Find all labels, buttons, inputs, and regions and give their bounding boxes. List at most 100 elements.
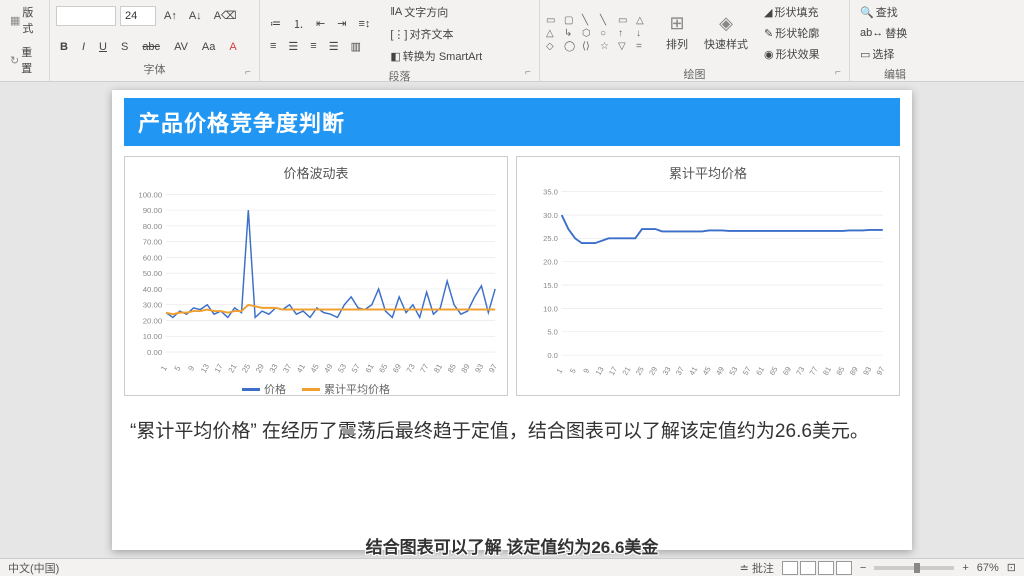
zoom-slider[interactable]: [874, 566, 954, 570]
slides-group: ▦ 版式 ↻ 重置 ▭ 节 灯片: [0, 0, 50, 81]
line-spacing-icon[interactable]: ≡↕: [354, 14, 374, 34]
ribbon: ▦ 版式 ↻ 重置 ▭ 节 灯片 24 A↑ A↓ A⌫ B I U S abc…: [0, 0, 1024, 82]
svg-text:93: 93: [473, 362, 485, 374]
arrange-button[interactable]: 排列: [662, 34, 692, 54]
fit-to-window-icon[interactable]: ⊡: [1007, 561, 1016, 574]
draw-dialog-launcher[interactable]: ⌐: [835, 67, 847, 79]
svg-text:65: 65: [768, 365, 780, 376]
decrease-font-icon[interactable]: A↓: [185, 8, 206, 24]
svg-text:1: 1: [555, 367, 565, 375]
svg-text:50.00: 50.00: [143, 269, 163, 278]
svg-text:41: 41: [687, 365, 699, 376]
change-case-button[interactable]: Aa: [198, 39, 219, 55]
slide-body-text: “累计平均价格” 在经历了震荡后最终趋于定值，结合图表可以了解该定值约为26.6…: [124, 414, 900, 450]
select-button[interactable]: ▭ 选择: [856, 44, 898, 64]
svg-text:33: 33: [268, 362, 280, 374]
font-size-select[interactable]: 24: [120, 6, 156, 26]
reset-button[interactable]: ↻ 重置: [6, 42, 43, 78]
status-bar: 中文(中国) ≐ 批注 − + 67% ⊡: [0, 558, 1024, 576]
svg-text:5: 5: [568, 367, 578, 375]
drawing-group: ▭▢╲╲▭△ △↳⬡○↑↓ ◇◯⟨⟩☆▽= ⊞ 排列 ◈ 快速样式 ◢ 形状填充…: [540, 0, 850, 81]
shape-effects-button[interactable]: ◉ 形状效果: [760, 44, 824, 64]
svg-text:65: 65: [377, 362, 389, 374]
smartart-button[interactable]: ◧ 转换为 SmartArt: [386, 46, 486, 66]
strike-button[interactable]: abc: [138, 39, 164, 55]
svg-text:70.00: 70.00: [143, 238, 163, 247]
svg-text:89: 89: [848, 365, 860, 376]
para-dialog-launcher[interactable]: ⌐: [525, 67, 537, 79]
svg-text:97: 97: [487, 362, 499, 374]
zoom-out-icon[interactable]: −: [860, 562, 866, 574]
shadow-button[interactable]: S: [117, 39, 132, 55]
reading-view-icon[interactable]: [818, 561, 834, 575]
notes-button[interactable]: ≐ 批注: [740, 560, 774, 576]
bullets-icon[interactable]: ≔: [266, 14, 285, 34]
columns-icon[interactable]: ▥: [347, 38, 365, 55]
svg-text:25.0: 25.0: [543, 234, 558, 243]
svg-text:9: 9: [186, 364, 196, 372]
svg-text:45: 45: [701, 365, 713, 376]
slideshow-view-icon[interactable]: [836, 561, 852, 575]
svg-text:30.0: 30.0: [543, 211, 558, 220]
zoom-level[interactable]: 67%: [977, 562, 999, 574]
edit-group-label: 编辑: [856, 64, 934, 84]
shape-fill-button[interactable]: ◢ 形状填充: [760, 2, 824, 22]
svg-text:53: 53: [336, 362, 348, 374]
chart-price-fluctuation: 价格波动表 0.0010.0020.0030.0040.0050.0060.00…: [124, 156, 508, 396]
svg-text:57: 57: [741, 365, 753, 376]
edit-group: 🔍 查找 ab↔ 替换 ▭ 选择 编辑: [850, 0, 940, 81]
align-right-icon[interactable]: ≡: [306, 38, 320, 55]
svg-text:85: 85: [446, 362, 458, 374]
svg-text:69: 69: [391, 362, 403, 374]
shape-outline-button[interactable]: ✎ 形状轮廓: [760, 23, 824, 43]
svg-text:93: 93: [861, 365, 873, 376]
chart1-title: 价格波动表: [131, 163, 501, 182]
align-text-button[interactable]: [⋮] 对齐文本: [386, 24, 486, 44]
replace-button[interactable]: ab↔ 替换: [856, 23, 911, 43]
quick-style-button[interactable]: 快速样式: [700, 34, 752, 54]
char-spacing-button[interactable]: AV: [170, 39, 192, 55]
svg-text:0.0: 0.0: [547, 351, 558, 360]
svg-text:73: 73: [794, 365, 806, 376]
svg-text:35.0: 35.0: [543, 188, 558, 197]
svg-text:85: 85: [834, 365, 846, 376]
numbering-icon[interactable]: ⒈: [289, 14, 308, 34]
italic-button[interactable]: I: [78, 39, 89, 55]
align-center-icon[interactable]: ☰: [284, 38, 302, 55]
align-left-icon[interactable]: ≡: [266, 38, 280, 55]
sorter-view-icon[interactable]: [800, 561, 816, 575]
indent-left-icon[interactable]: ⇤: [312, 14, 329, 34]
svg-text:45: 45: [309, 362, 321, 374]
indent-right-icon[interactable]: ⇥: [333, 14, 350, 34]
text-direction-button[interactable]: ‖A 文字方向: [386, 2, 486, 22]
svg-text:80.00: 80.00: [143, 222, 163, 231]
svg-text:81: 81: [821, 365, 833, 376]
font-dialog-launcher[interactable]: ⌐: [245, 67, 257, 79]
svg-text:13: 13: [594, 365, 606, 376]
zoom-in-icon[interactable]: +: [962, 562, 968, 574]
justify-icon[interactable]: ☰: [325, 38, 343, 55]
status-language[interactable]: 中文(中国): [8, 560, 59, 576]
clear-format-icon[interactable]: A⌫: [210, 7, 241, 24]
svg-text:61: 61: [364, 362, 376, 374]
layout-button[interactable]: ▦ 版式: [6, 2, 43, 38]
svg-text:77: 77: [808, 365, 820, 376]
slide-title: 产品价格竞争度判断: [124, 98, 900, 146]
bold-button[interactable]: B: [56, 39, 72, 55]
svg-text:10.00: 10.00: [143, 332, 163, 341]
normal-view-icon[interactable]: [782, 561, 798, 575]
svg-text:69: 69: [781, 365, 793, 376]
font-color-button[interactable]: A: [225, 39, 240, 55]
draw-group-label: 绘图: [546, 64, 843, 84]
svg-text:1: 1: [159, 364, 169, 372]
view-mode-icons[interactable]: [782, 561, 852, 575]
charts-row: 价格波动表 0.0010.0020.0030.0040.0050.0060.00…: [124, 156, 900, 396]
shapes-gallery[interactable]: ▭▢╲╲▭△ △↳⬡○↑↓ ◇◯⟨⟩☆▽=: [546, 15, 652, 52]
font-family-select[interactable]: [56, 6, 116, 26]
svg-text:61: 61: [754, 365, 766, 376]
font-group-label: 字体: [56, 59, 253, 79]
underline-button[interactable]: U: [95, 39, 111, 55]
increase-font-icon[interactable]: A↑: [160, 8, 181, 24]
find-button[interactable]: 🔍 查找: [856, 2, 902, 22]
slide-canvas[interactable]: 产品价格竞争度判断 价格波动表 0.0010.0020.0030.0040.00…: [112, 90, 912, 550]
